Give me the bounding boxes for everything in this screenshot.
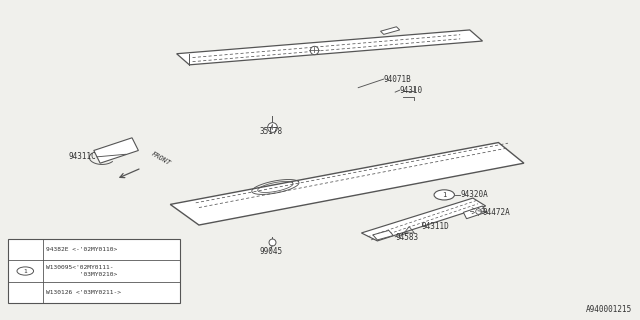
FancyBboxPatch shape — [8, 239, 180, 303]
Text: 94320A: 94320A — [460, 190, 488, 199]
Text: 94311D: 94311D — [422, 222, 450, 231]
Text: 35178: 35178 — [259, 127, 283, 136]
Polygon shape — [362, 198, 486, 241]
Text: 94071B: 94071B — [384, 75, 412, 84]
Polygon shape — [463, 206, 486, 219]
Text: W130095<'02MY0111-
         '03MY0210>: W130095<'02MY0111- '03MY0210> — [46, 265, 117, 276]
Text: 94311C: 94311C — [68, 152, 96, 161]
Polygon shape — [373, 230, 394, 240]
Text: 94382E <-'02MY0110>: 94382E <-'02MY0110> — [46, 247, 117, 252]
Circle shape — [434, 190, 454, 200]
Text: 1: 1 — [442, 192, 446, 198]
Circle shape — [17, 267, 33, 275]
Text: 1: 1 — [24, 268, 27, 274]
Text: W130126 <'03MY0211->: W130126 <'03MY0211-> — [46, 290, 121, 295]
Polygon shape — [170, 142, 524, 225]
Polygon shape — [381, 27, 399, 34]
Text: FRONT: FRONT — [150, 151, 172, 167]
Text: 94310: 94310 — [399, 86, 423, 95]
Polygon shape — [177, 30, 483, 65]
Text: 99045: 99045 — [259, 247, 283, 257]
Text: A940001215: A940001215 — [586, 305, 632, 314]
Polygon shape — [94, 138, 138, 163]
Text: 94472A: 94472A — [483, 208, 510, 217]
Text: 94583: 94583 — [395, 233, 419, 242]
